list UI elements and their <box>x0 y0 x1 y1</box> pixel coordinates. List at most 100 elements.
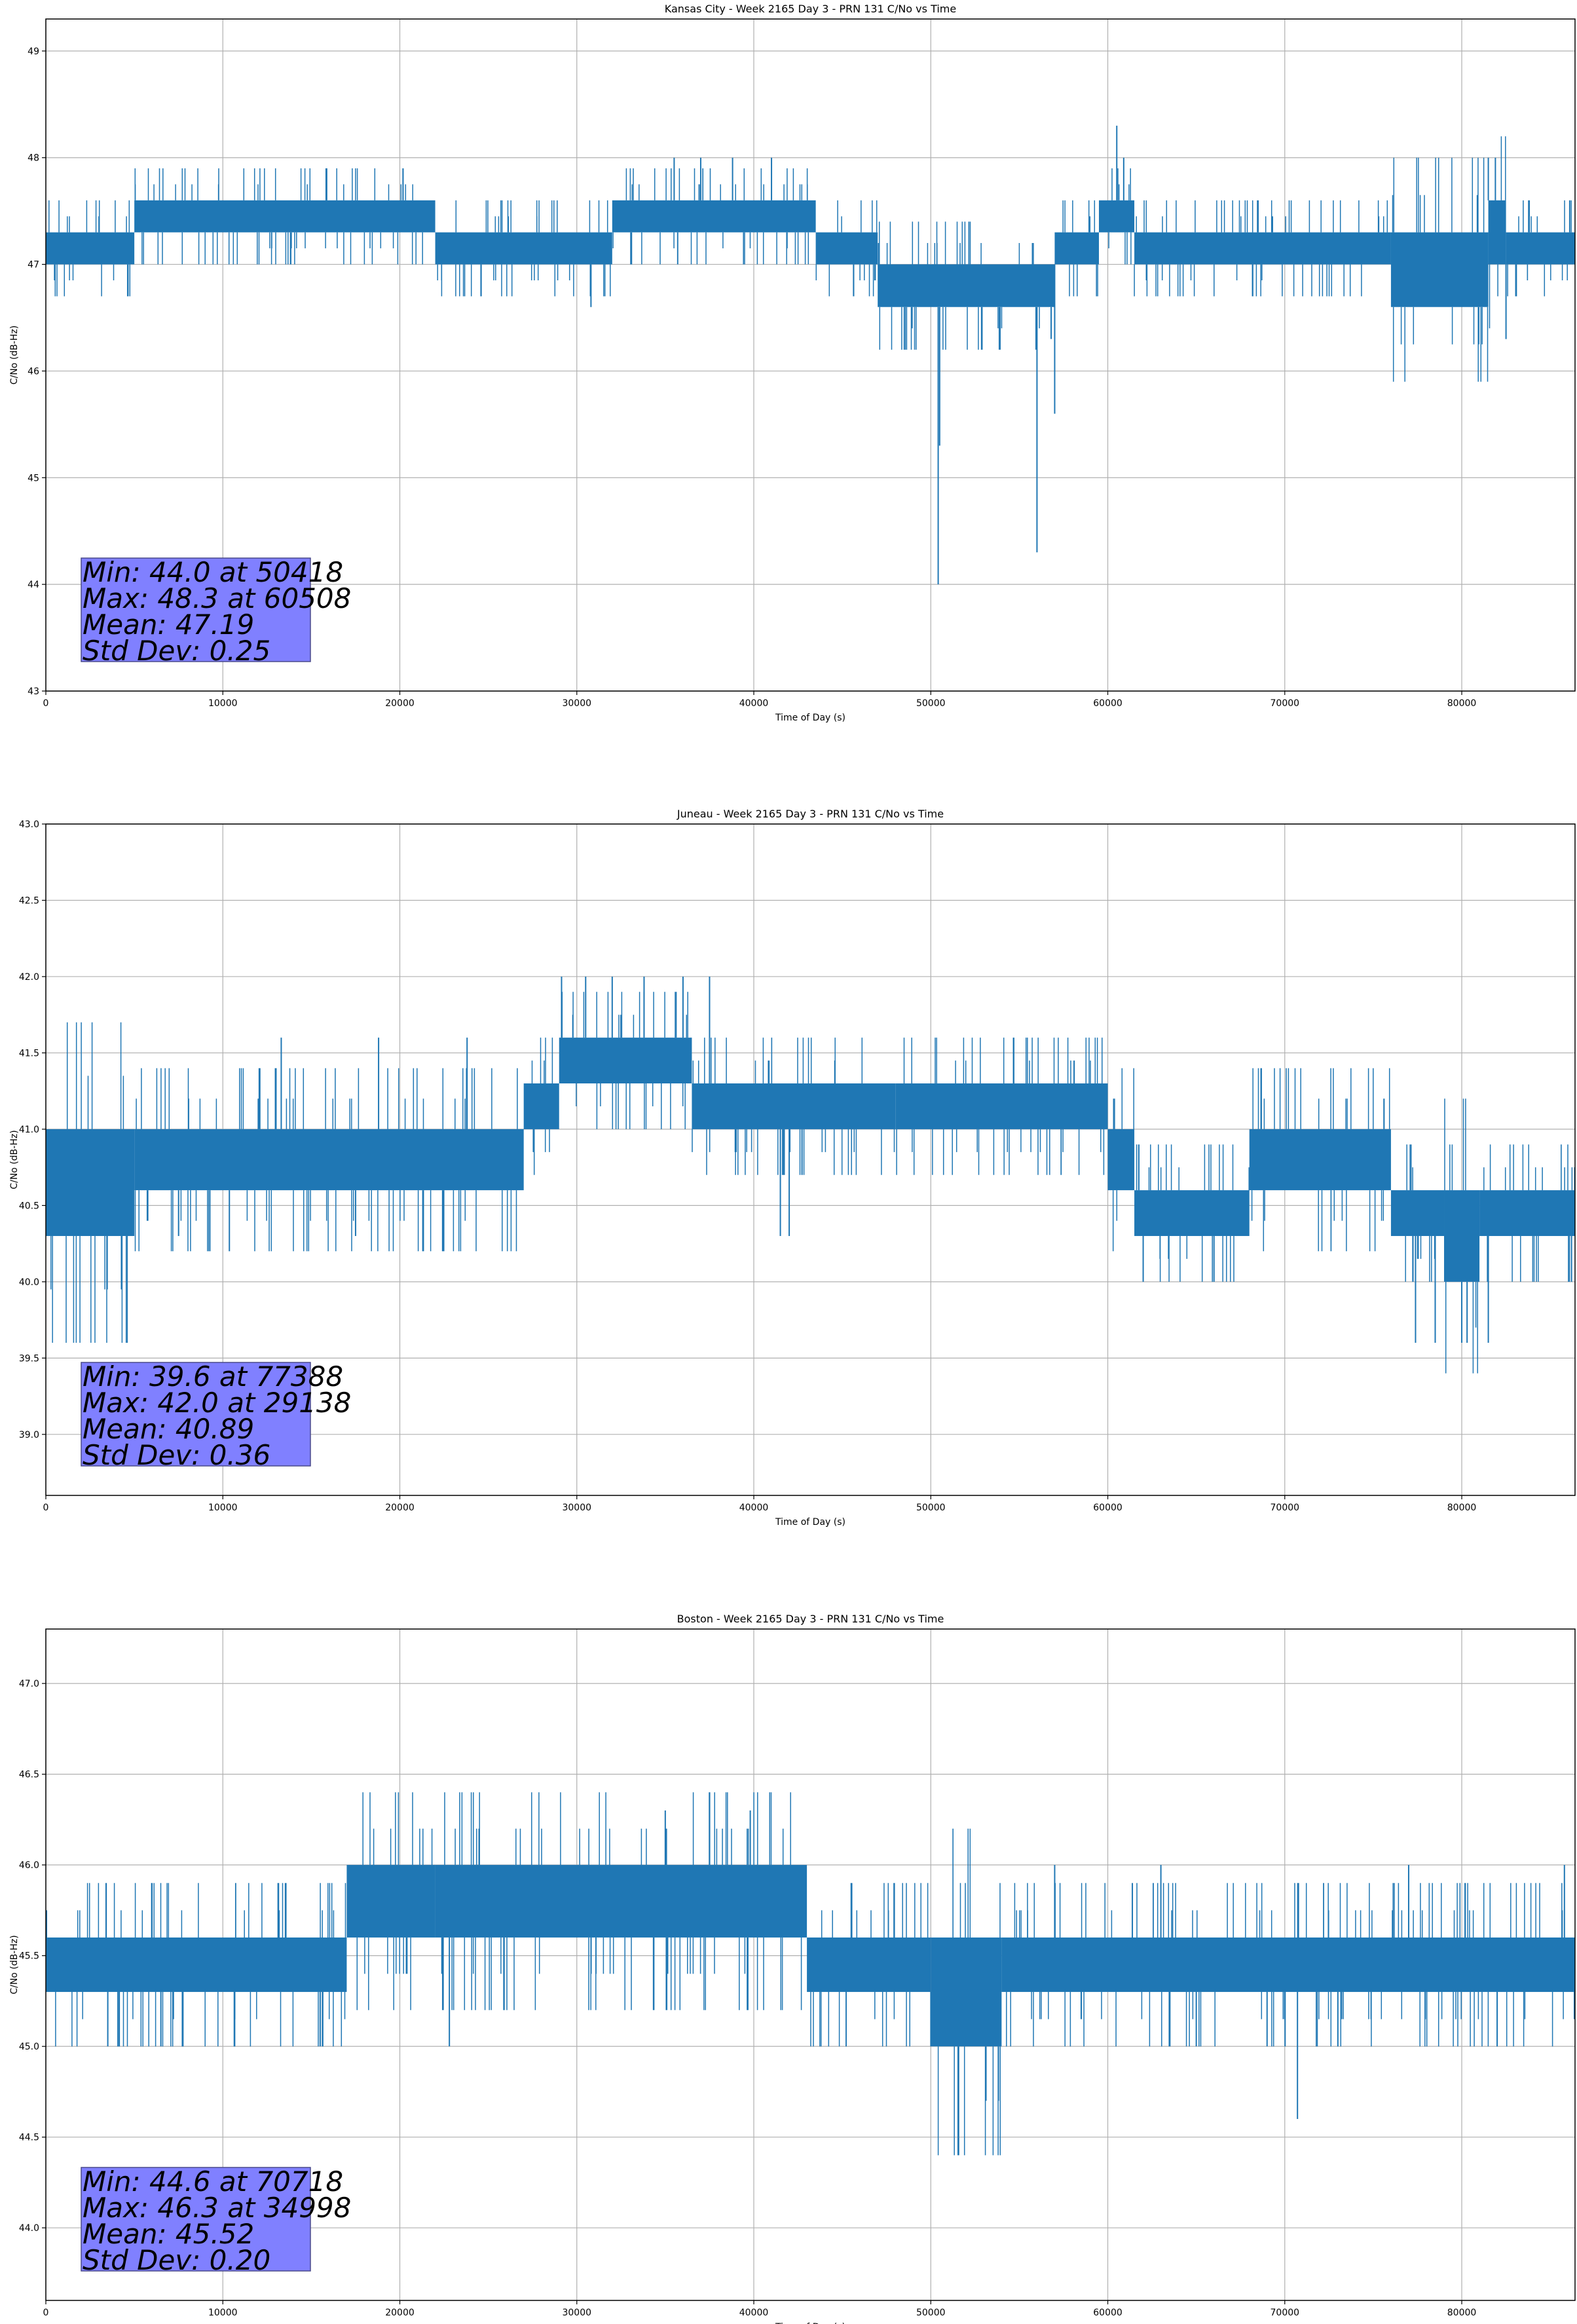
band-segment-10 <box>1444 1190 1480 1282</box>
x-tick-label-4: 40000 <box>739 698 769 709</box>
band-segment-2 <box>435 232 612 265</box>
band-segment-8 <box>1249 1129 1391 1191</box>
flicker-lines-10 <box>1444 1098 1478 1374</box>
x-tick-label-0: 0 <box>43 2308 49 2318</box>
stats-line-1: Max: 42.0 at 29138 <box>83 1387 351 1419</box>
band-segment-9 <box>1390 1190 1445 1236</box>
y-tick-label-6: 49 <box>28 47 39 57</box>
y-axis-label: C/No (dB-Hz) <box>9 326 20 384</box>
flicker-lines-6 <box>1112 1068 1134 1252</box>
y-tick-label-0: 39.0 <box>19 1430 39 1440</box>
y-tick-label-0: 43 <box>28 686 39 697</box>
flicker-lines-7 <box>1108 168 1132 265</box>
x-tick-label-5: 50000 <box>916 2308 946 2318</box>
flicker-lines-5 <box>896 1038 1105 1175</box>
flicker-lines-2 <box>531 1038 553 1175</box>
x-axis-label: Time of Day (s) <box>775 713 845 723</box>
stats-line-1: Max: 48.3 at 60508 <box>83 582 351 614</box>
axes-frame <box>45 1628 1576 2301</box>
y-tick-label-4: 41.0 <box>19 1125 39 1135</box>
band-segment-7 <box>1134 1190 1250 1236</box>
x-tick-label-2: 20000 <box>385 698 415 709</box>
y-tick-label-2: 45.0 <box>19 2042 39 2052</box>
x-tick-label-0: 0 <box>43 1503 49 1513</box>
band-segment-4 <box>931 1937 1002 2047</box>
flicker-lines-7 <box>1136 1144 1250 1282</box>
flicker-lines-2 <box>441 1792 802 2010</box>
stats-line-2: Mean: 45.52 <box>83 2218 254 2250</box>
chart-title: Juneau - Week 2165 Day 3 - PRN 131 C/No … <box>677 808 944 820</box>
x-tick-label-4: 40000 <box>739 1503 769 1513</box>
x-tick-label-2: 20000 <box>385 1503 415 1513</box>
x-tick-label-6: 60000 <box>1093 698 1122 709</box>
x-tick-label-8: 80000 <box>1447 1503 1477 1513</box>
band-segment-3 <box>807 1937 931 1993</box>
y-tick-label-3: 40.5 <box>19 1201 39 1211</box>
flicker-lines-4 <box>692 1038 895 1175</box>
x-tick-label-5: 50000 <box>916 698 946 709</box>
stats-line-0: Min: 44.0 at 50418 <box>83 556 343 588</box>
y-tick-label-4: 46.0 <box>19 1860 39 1871</box>
y-tick-label-5: 41.5 <box>19 1048 39 1059</box>
chart-panel-0: 0 10000 20000 30000 40000 50000 60000 70000 8000… <box>9 3 1576 723</box>
chart-panel-2: 0 10000 20000 30000 40000 50000 60000 70000 8000… <box>9 1613 1576 2324</box>
band-segment-0 <box>46 1129 135 1236</box>
band-segment-10 <box>1488 200 1506 265</box>
y-tick-label-7: 42.5 <box>19 895 39 906</box>
y-tick-label-8: 43.0 <box>19 819 39 830</box>
band-segment-6 <box>1107 1129 1135 1191</box>
stats-line-0: Min: 39.6 at 77388 <box>83 1360 343 1393</box>
flicker-lines-1 <box>356 1792 433 2010</box>
stats-line-3: Std Dev: 0.36 <box>83 1439 270 1471</box>
y-tick-label-2: 40.0 <box>19 1277 39 1288</box>
x-tick-label-2: 20000 <box>385 2308 415 2318</box>
band-segment-1 <box>134 1129 524 1191</box>
band-segment-4 <box>815 232 878 265</box>
band-segment-0 <box>46 1937 347 1993</box>
y-axis-label: C/No (dB-Hz) <box>9 1130 20 1189</box>
stats-line-1: Max: 46.3 at 34998 <box>83 2192 351 2224</box>
stats-line-3: Std Dev: 0.20 <box>83 2244 270 2276</box>
band-segment-1 <box>346 1865 436 1938</box>
x-tick-label-6: 60000 <box>1093 2308 1122 2318</box>
band-segment-3 <box>559 1038 692 1084</box>
flicker-lines-0 <box>46 1883 346 2047</box>
axes-frame <box>45 823 1576 1496</box>
flicker-lines-0 <box>48 200 131 297</box>
flicker-lines-3 <box>561 992 688 1129</box>
y-tick-label-2: 45 <box>28 473 39 483</box>
chart-title: Kansas City - Week 2165 Day 3 - PRN 131 … <box>665 3 956 15</box>
x-tick-label-1: 10000 <box>208 2308 238 2318</box>
flicker-lines-4 <box>937 1828 1001 2156</box>
stats-box <box>81 2167 311 2272</box>
x-tick-label-3: 30000 <box>562 1503 591 1513</box>
band-segment-3 <box>612 200 816 233</box>
x-tick-label-1: 10000 <box>208 698 238 709</box>
y-tick-label-5: 46.5 <box>19 1770 39 1780</box>
flicker-lines-11 <box>1483 1144 1575 1282</box>
stats-line-3: Std Dev: 0.25 <box>83 635 270 667</box>
x-tick-label-4: 40000 <box>739 2308 769 2318</box>
flicker-lines-9 <box>1392 157 1489 382</box>
x-tick-label-3: 30000 <box>562 2308 591 2318</box>
x-axis-label: Time of Day (s) <box>775 2322 845 2324</box>
band-segment-7 <box>1099 200 1135 233</box>
flicker-lines-0 <box>50 1022 128 1343</box>
band-segment-5 <box>878 264 1055 307</box>
y-tick-label-1: 44 <box>28 580 39 590</box>
y-tick-label-4: 47 <box>28 260 39 271</box>
x-tick-label-8: 80000 <box>1447 2308 1477 2318</box>
band-segment-4 <box>692 1083 896 1129</box>
y-tick-label-1: 39.5 <box>19 1353 39 1364</box>
x-tick-label-6: 60000 <box>1093 1503 1122 1513</box>
y-tick-label-0: 44.0 <box>19 2223 39 2234</box>
y-axis-label: C/No (dB-Hz) <box>9 1935 20 1994</box>
flicker-lines-6 <box>1062 200 1098 297</box>
axes-frame <box>45 18 1576 692</box>
band-segment-11 <box>1506 232 1575 265</box>
flicker-lines-4 <box>815 200 878 297</box>
band-segment-5 <box>1001 1937 1575 1993</box>
band-segment-9 <box>1390 232 1489 307</box>
stats-box <box>81 557 311 662</box>
flicker-lines-8 <box>1134 200 1388 297</box>
